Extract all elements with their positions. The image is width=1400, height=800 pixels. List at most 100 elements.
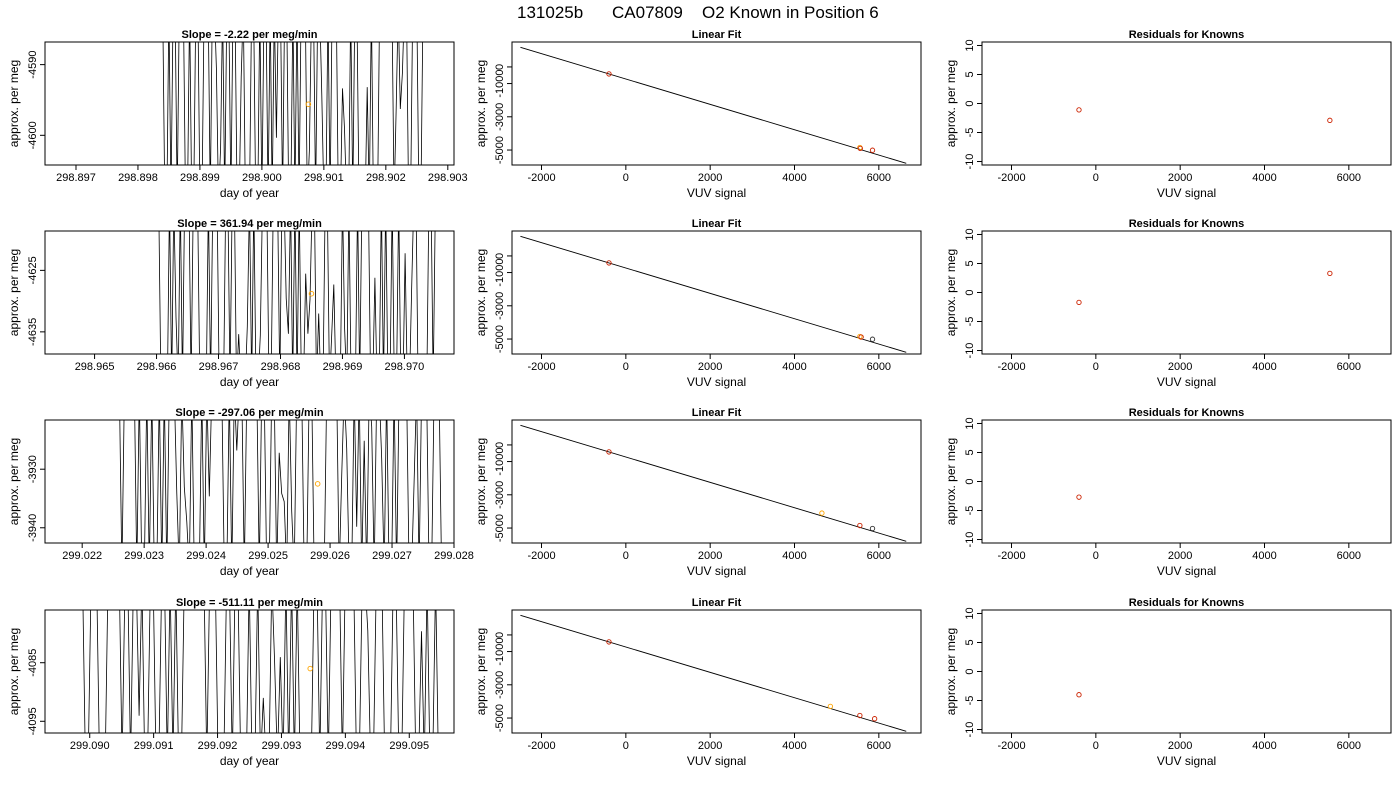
panel-r1-c1: Linear Fit -2000 0 2000 4000 6000 -5000 -3000 -1… (474, 218, 922, 389)
y-axis-label: approx. per meg (474, 249, 488, 336)
x-tick-label: 299.092 (198, 740, 238, 752)
y-tick-label: -10 (964, 722, 976, 738)
x-tick-label: 298.968 (261, 361, 301, 373)
y-tick-label: -5 (964, 696, 976, 706)
y-tick-label: 5 (964, 639, 976, 645)
y-tick-label: -3000 (494, 481, 506, 509)
plot-area (158, 231, 436, 354)
y-tick-label: 0 (494, 632, 506, 638)
x-tick-label: 6000 (867, 740, 891, 752)
x-tick-label: -2000 (527, 740, 555, 752)
y-tick-label: -10 (964, 154, 976, 170)
x-tick-label: 0 (623, 172, 629, 184)
y-axis-label: approx. per meg (944, 249, 958, 336)
x-tick-label: 4000 (782, 740, 806, 752)
fit-line (520, 424, 907, 542)
y-tick-label: -5000 (494, 514, 506, 542)
y-tick-label: -3000 (494, 103, 506, 131)
figure-title-sample: CA07809 (612, 3, 683, 22)
x-tick-label: 298.902 (366, 172, 406, 184)
data-point-0 (606, 639, 612, 645)
panel-title: Slope = 361.94 per meg/min (177, 218, 322, 230)
y-tick-label: 10 (964, 607, 976, 619)
y-axis-label: approx. per meg (474, 60, 488, 147)
panels: Slope = -2.22 per meg/min 298.897 298.898 2… (7, 29, 1392, 768)
fit-line (520, 235, 907, 353)
x-tick-label: 299.023 (124, 550, 164, 562)
data-point-0 (606, 71, 612, 77)
panel-title: Linear Fit (692, 29, 742, 41)
data-point-0 (1076, 692, 1082, 698)
y-tick-label: -5 (964, 128, 976, 138)
plot-area (520, 424, 907, 542)
x-tick-label: -2000 (527, 361, 555, 373)
y-tick-label: 5 (964, 71, 976, 77)
x-tick-label: 298.899 (180, 172, 220, 184)
fit-line (520, 46, 907, 164)
plot-frame (981, 41, 1392, 166)
x-tick-label: 6000 (867, 361, 891, 373)
y-tick-label: -3000 (494, 671, 506, 699)
panel-title: Residuals for Knowns (1129, 29, 1245, 41)
y-tick-label: -1000 (494, 447, 506, 475)
mean-point (308, 290, 315, 297)
y-tick-label: 0 (964, 478, 976, 484)
x-tick-label: 2000 (698, 550, 722, 562)
y-tick-label: 10 (964, 39, 976, 51)
plot-frame (981, 230, 1392, 355)
y-tick-label: 0 (964, 289, 976, 295)
plot-area (82, 610, 439, 733)
panel-r0-c0: Slope = -2.22 per meg/min 298.897 298.898 2… (7, 29, 468, 200)
plot-area (520, 614, 907, 732)
x-axis-label: VUV signal (1157, 375, 1216, 389)
x-axis-label: VUV signal (687, 564, 746, 578)
panel-r2-c1: Linear Fit -2000 0 2000 4000 6000 -5000 -3000 -1… (474, 407, 922, 578)
y-tick-label: 10 (964, 228, 976, 240)
data-point-1 (819, 510, 825, 516)
data-point-1 (1327, 270, 1333, 277)
plot-frame (44, 419, 455, 544)
x-tick-label: 299.026 (310, 550, 350, 562)
x-tick-label: 2000 (698, 361, 722, 373)
x-tick-label: 0 (623, 361, 629, 373)
x-axis-label: VUV signal (687, 375, 746, 389)
mean-point (307, 665, 313, 672)
figure-title-run: 131025b (517, 3, 583, 22)
plot-area (1076, 494, 1082, 500)
x-tick-label: 298.970 (385, 361, 425, 373)
x-tick-label: 298.900 (242, 172, 282, 184)
x-axis-label: day of year (220, 375, 279, 389)
panel-r3-c2: Residuals for Knowns -2000 0 2000 4000 6000 -1… (944, 597, 1392, 768)
data-point-1 (1327, 117, 1333, 123)
plot-frame (981, 609, 1392, 734)
y-axis-label: approx. per meg (7, 249, 21, 336)
panel-r1-c0: Slope = 361.94 per meg/min 298.965 298.966… (7, 218, 455, 389)
data-point-3 (869, 525, 876, 532)
y-axis-label: approx. per meg (7, 628, 21, 715)
x-tick-label: -2000 (997, 172, 1025, 184)
x-tick-label: 4000 (782, 172, 806, 184)
y-tick-label: -5000 (494, 704, 506, 732)
figure-title-label: O2 Known in Position 6 (702, 3, 879, 22)
x-tick-label: 298.969 (323, 361, 363, 373)
panel-r3-c0: Slope = -511.11 per meg/min 299.090 299.09… (7, 597, 455, 768)
y-tick-label: -4635 (27, 318, 39, 346)
panel-title: Linear Fit (692, 407, 742, 419)
x-tick-label: -2000 (527, 172, 555, 184)
x-tick-label: 298.897 (56, 172, 96, 184)
x-tick-label: -2000 (527, 550, 555, 562)
data-trace (119, 420, 442, 543)
x-tick-label: 0 (1093, 361, 1099, 373)
plot-frame (511, 609, 922, 734)
x-tick-label: 299.094 (325, 740, 365, 752)
y-tick-label: 0 (494, 253, 506, 259)
panel-title: Slope = -511.11 per meg/min (176, 597, 323, 609)
data-trace (82, 610, 439, 733)
panel-r2-c2: Residuals for Knowns -2000 0 2000 4000 6000 -1… (944, 407, 1392, 578)
panel-title: Residuals for Knowns (1129, 407, 1245, 419)
data-point-0 (606, 449, 612, 455)
y-tick-label: -3930 (27, 455, 39, 483)
data-trace (158, 231, 436, 354)
plot-frame (44, 609, 455, 734)
panel-r0-c2: Residuals for Knowns -2000 0 2000 4000 6000 -1… (944, 29, 1392, 200)
